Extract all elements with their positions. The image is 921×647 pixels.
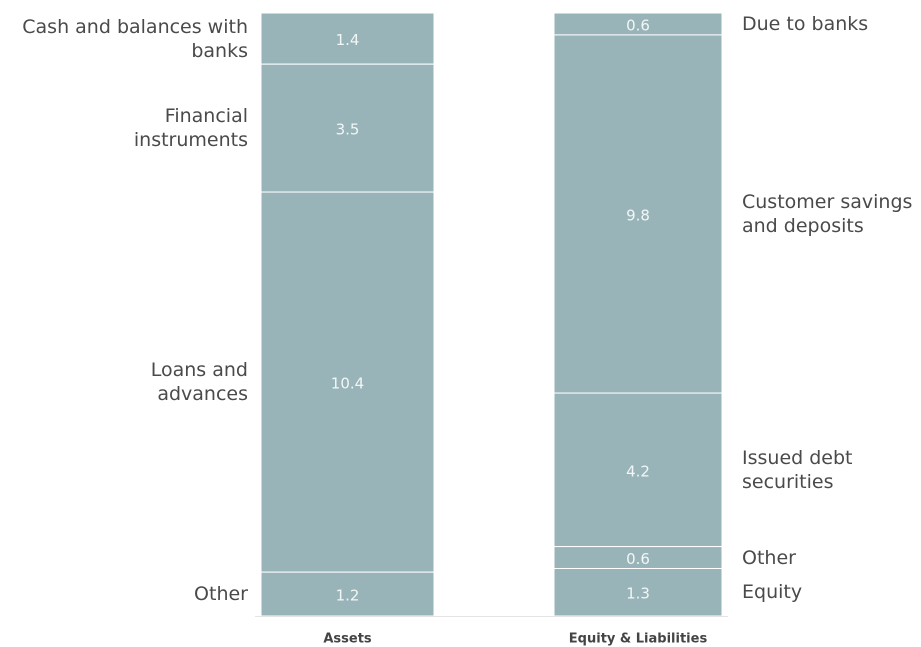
value-label: 0.6 [626, 550, 650, 568]
bar-segment [553, 34, 723, 394]
value-label: 1.3 [626, 585, 650, 603]
x-tick-label: Equity & Liabilities [569, 632, 708, 647]
value-label: 1.4 [336, 31, 360, 49]
segment-label: Cash and balances with banks [22, 15, 248, 62]
segment-label: Customer savings and deposits [742, 191, 913, 237]
value-label: 4.2 [626, 462, 650, 480]
bar-segment [260, 12, 435, 65]
bar-segment [553, 567, 723, 617]
segment-label: Loans and advances [150, 359, 248, 406]
segment-label: Due to banks [742, 12, 869, 35]
value-label: 10.4 [331, 375, 364, 393]
segment-label: Other [742, 546, 796, 569]
value-label: 9.8 [626, 207, 650, 225]
value-label: 0.6 [626, 16, 650, 34]
bar-segment [553, 392, 723, 548]
value-label: 1.2 [336, 587, 360, 605]
segment-label: Equity [742, 581, 803, 604]
segment-label: Issued debt securities [742, 446, 853, 493]
segment-label: Other [194, 583, 248, 606]
value-label: 3.5 [336, 121, 360, 139]
bar-segment [260, 191, 435, 573]
x-tick-label: Assets [323, 632, 372, 647]
bar-segment [260, 571, 435, 617]
segment-label: Financial instruments [133, 105, 248, 152]
